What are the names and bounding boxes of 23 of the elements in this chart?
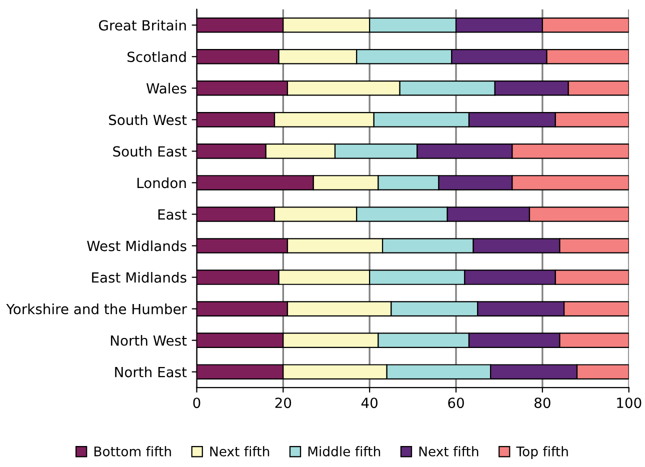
x-tick-label: 40 bbox=[361, 398, 378, 408]
y-tick-label: London bbox=[137, 177, 186, 188]
legend-label: Next fifth bbox=[419, 446, 478, 456]
y-tick-label: South East bbox=[113, 146, 187, 157]
y-tick-label: East bbox=[158, 209, 187, 220]
y-tick-label: Yorkshire and the Humber bbox=[6, 304, 188, 314]
y-tick-label: Wales bbox=[146, 82, 186, 94]
legend-label: Next fifth bbox=[210, 446, 270, 456]
x-tick-label: 0 bbox=[193, 398, 200, 408]
x-tick-label: 20 bbox=[275, 398, 292, 408]
x-tick-label: 100 bbox=[617, 398, 642, 408]
x-tick-label: 60 bbox=[448, 398, 464, 408]
legend-label: Top fifth bbox=[516, 446, 568, 459]
legend-label: Middle fifth bbox=[308, 446, 380, 456]
y-tick-label: Scotland bbox=[128, 51, 186, 62]
y-tick-label: West Midlands bbox=[87, 240, 186, 252]
y-tick-label: East Midlands bbox=[92, 272, 186, 283]
y-tick-label: South West bbox=[108, 114, 187, 126]
y-tick-label: North West bbox=[110, 335, 187, 346]
legend-label: Bottom fifth bbox=[94, 446, 171, 456]
y-tick-label: Great Britain bbox=[98, 20, 186, 31]
x-tick-label: 80 bbox=[534, 398, 550, 408]
y-tick-label: North East bbox=[115, 366, 187, 378]
